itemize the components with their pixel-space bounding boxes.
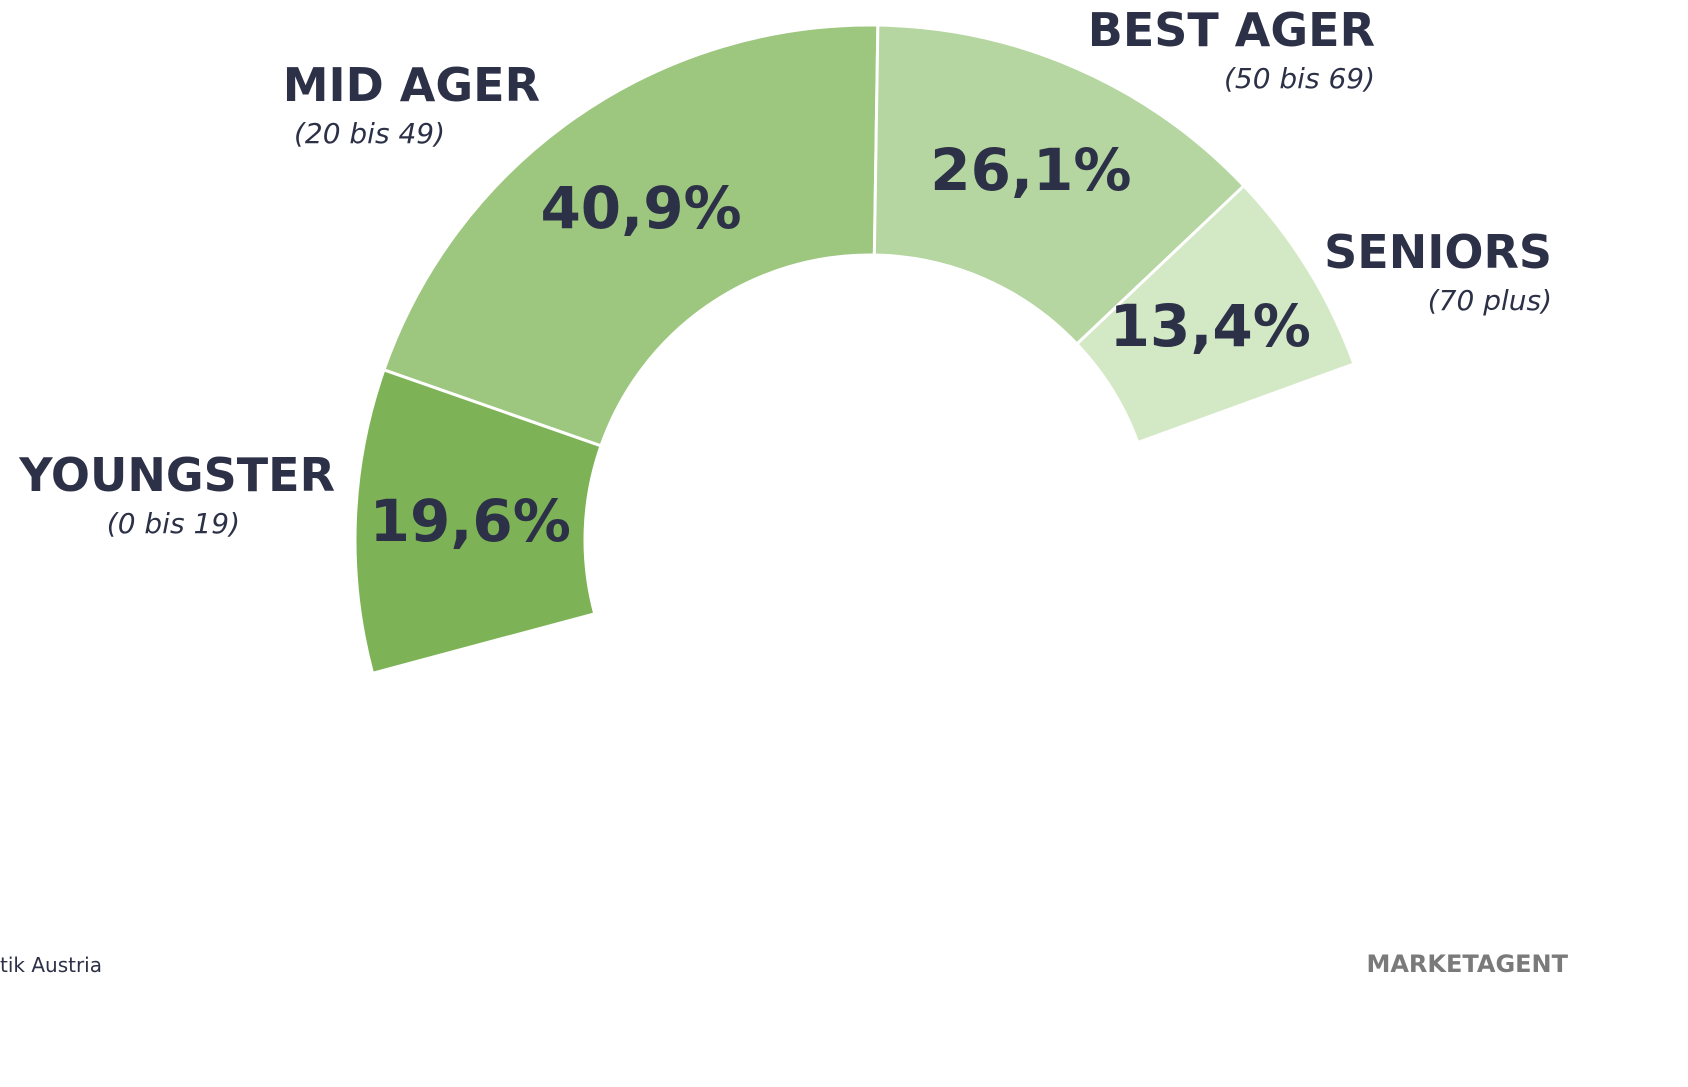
category-label: SENIORS <box>1324 225 1552 279</box>
age-range: (50 bis 69) <box>1224 62 1375 95</box>
category-label: MID AGER <box>283 58 540 112</box>
value-label: 19,6% <box>370 487 571 555</box>
age-range: (20 bis 49) <box>294 117 445 150</box>
value-label: 13,4% <box>1110 292 1311 360</box>
segment <box>872 23 1247 347</box>
age-range: (0 bis 19) <box>107 507 240 540</box>
segment <box>1074 183 1356 445</box>
age-range: (70 plus) <box>1428 284 1552 317</box>
value-label: 40,9% <box>540 174 741 242</box>
value-label: 26,1% <box>930 136 1131 204</box>
category-label: BEST AGER <box>1088 3 1375 57</box>
brand: MARKETAGENT <box>1366 950 1568 978</box>
segment <box>382 23 880 448</box>
source: tik Austria <box>0 953 102 977</box>
category-label: YOUNGSTER <box>18 448 335 502</box>
